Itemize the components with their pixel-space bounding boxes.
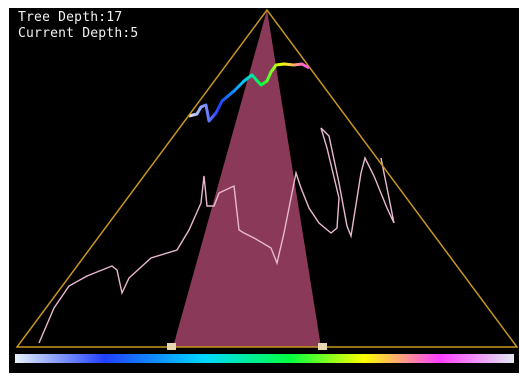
range-marker-left[interactable]: [167, 343, 176, 350]
depth-color-scale: [15, 354, 514, 363]
current-depth-label: Current Depth:5: [18, 26, 139, 41]
depth-wedge: [173, 10, 321, 347]
tree-outline-trace: [38, 127, 395, 344]
tree-bounds-triangle: [15, 8, 519, 348]
range-marker-right[interactable]: [318, 343, 327, 350]
current-path-trace: [188, 62, 310, 123]
tree-depth-viewer[interactable]: Tree Depth:17 Current Depth:5: [9, 8, 519, 373]
tree-visualization[interactable]: [9, 8, 519, 373]
tree-depth-label: Tree Depth:17: [18, 10, 123, 25]
